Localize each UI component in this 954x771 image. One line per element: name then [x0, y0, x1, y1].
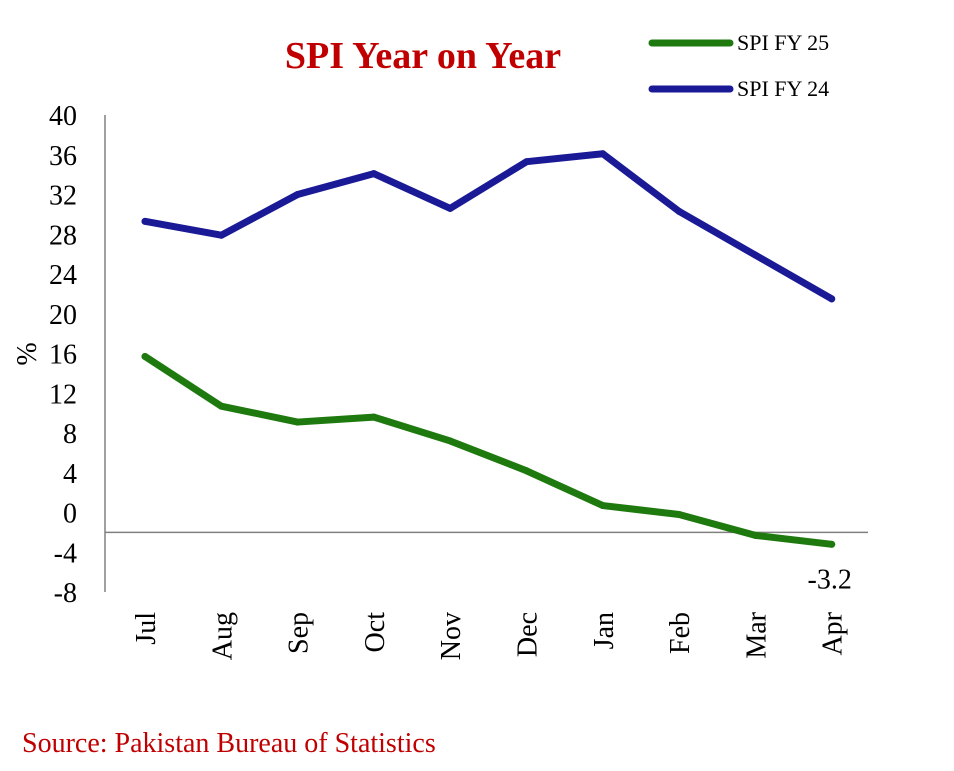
data-point: [294, 418, 302, 426]
data-point: [294, 191, 302, 198]
series-line-spi-fy24: [141, 150, 836, 303]
x-tick-label: Aug: [207, 612, 238, 660]
data-point: [751, 251, 759, 259]
x-tick-label: Jul: [131, 612, 162, 645]
data-point: [446, 204, 454, 212]
y-tick-label: 20: [49, 300, 77, 331]
chart-title: SPI Year on Year: [285, 35, 561, 77]
data-point: [828, 295, 836, 303]
y-tick-label: 28: [49, 220, 77, 251]
y-tick-label: 12: [49, 379, 77, 410]
y-axis-label: %: [12, 342, 43, 365]
y-tick-label: 4: [63, 459, 77, 490]
x-tick-label: Apr: [818, 611, 849, 655]
data-point: [523, 467, 530, 475]
data-point: [217, 231, 225, 239]
source-note: Source: Pakistan Bureau of Statistics: [22, 728, 436, 759]
y-tick-label: 0: [63, 499, 77, 530]
x-tick-label: Mar: [741, 611, 772, 658]
data-point: [370, 413, 378, 421]
y-tick-label: 36: [49, 141, 77, 172]
data-point: [599, 502, 607, 510]
x-tick-label: Oct: [360, 612, 391, 653]
data-point: [523, 158, 530, 166]
x-tick-label: Jan: [589, 612, 620, 649]
data-point: [675, 207, 683, 215]
x-tick-label: Feb: [665, 612, 696, 654]
y-tick-label: 24: [49, 260, 77, 291]
data-label: -3.2: [808, 564, 852, 595]
x-tick-label: Dec: [513, 612, 544, 657]
data-point: [751, 531, 759, 539]
data-point: [675, 510, 683, 518]
y-tick-label: 40: [49, 101, 77, 132]
legend-label: SPI FY 25: [737, 30, 829, 55]
data-point: [141, 352, 149, 360]
x-tick-label: Nov: [436, 612, 467, 660]
data-point: [446, 437, 454, 445]
series-line-spi-fy25: [141, 352, 836, 548]
x-axis-ticks: Jul Aug Sep Oct Nov Dec Jan Feb Mar Apr: [131, 611, 849, 660]
legend-label: SPI FY 24: [737, 76, 829, 101]
data-point: [599, 150, 607, 158]
y-tick-label: 8: [63, 419, 77, 450]
data-point: [370, 170, 378, 178]
data-point: [828, 540, 836, 548]
legend: SPI FY 25 SPI FY 24: [648, 30, 829, 101]
y-tick-label: 32: [49, 181, 77, 212]
annotations: -3.2: [808, 564, 852, 595]
x-tick-label: Sep: [284, 612, 315, 654]
data-point: [141, 217, 149, 225]
y-tick-label: -8: [54, 578, 77, 609]
data-point: [217, 402, 225, 410]
y-tick-label: 16: [49, 340, 77, 371]
y-tick-label: -4: [54, 538, 77, 569]
series-lines: [141, 150, 836, 548]
